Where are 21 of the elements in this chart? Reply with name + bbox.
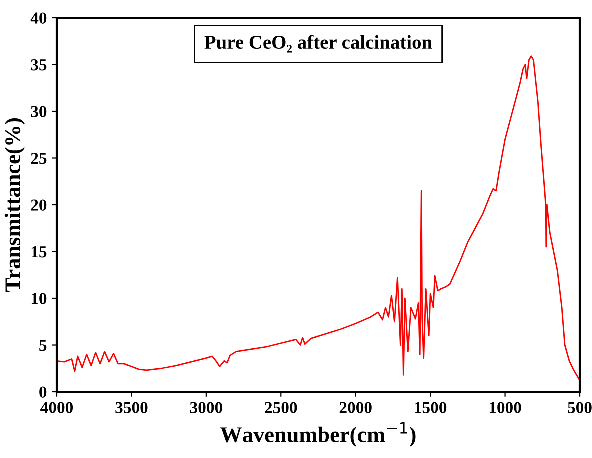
x-tick-label: 500 (568, 402, 592, 414)
x-tick-label: 1000 (490, 402, 522, 414)
x-tick-label: 4000 (40, 402, 74, 414)
text: Pure CeO₂ after calcination (204, 35, 432, 53)
y-tick-label: 20 (31, 200, 47, 211)
y-tick-label: 10 (32, 293, 47, 304)
x-axis-title: Wavenumber(cm$^{−1}$) (220, 422, 416, 447)
y-tick-label: 15 (32, 246, 47, 258)
x-tick-label: 2000 (340, 402, 372, 414)
x-tick-label: 3000 (190, 402, 222, 414)
y-tick-label: 25 (31, 152, 47, 164)
y-axis-title: Transmittance(%) (4, 118, 26, 292)
y-tick-label: 5 (40, 340, 47, 352)
x-tick-label: 1500 (415, 402, 447, 414)
line-series (57, 56, 580, 382)
y-tick-label: 0 (40, 386, 47, 398)
y-tick-label: 35 (31, 59, 47, 71)
y-tick-label: 40 (30, 12, 47, 24)
x-tick-label: 2500 (265, 402, 298, 414)
y-tick-label: 30 (31, 106, 47, 118)
x-tick-label: 3500 (116, 402, 148, 414)
